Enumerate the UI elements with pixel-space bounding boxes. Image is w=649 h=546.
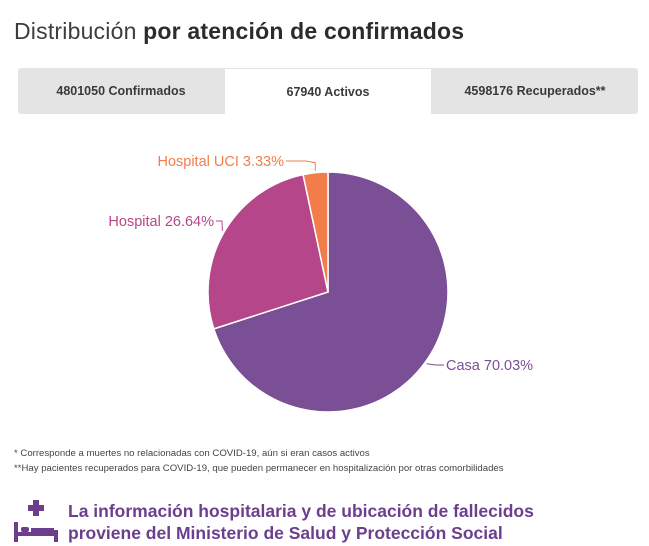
leader-line-hospital-uci xyxy=(286,160,316,171)
footer-line-1: La información hospitalaria y de ubicaci… xyxy=(68,501,534,521)
title-regular: Distribución xyxy=(14,18,137,44)
leader-line-casa xyxy=(426,363,444,366)
footnote-2: **Hay pacientes recuperados para COVID-1… xyxy=(14,463,504,474)
footer-text: La información hospitalaria y de ubicaci… xyxy=(68,500,534,544)
title-bold: por atención de confirmados xyxy=(143,18,465,44)
pie-chart: Casa 70.03% Hospital 26.64% Hospital UCI 3… xyxy=(108,154,533,413)
footnote-1: * Corresponde a muertes no relacionadas … xyxy=(14,448,370,459)
footer-line-2: proviene del Ministerio de Salud y Prote… xyxy=(68,523,503,543)
tab-confirmados[interactable]: 4801050 Confirmados xyxy=(56,84,186,98)
footer: La información hospitalaria y de ubicaci… xyxy=(12,500,642,544)
tab-activos[interactable]: 67940 Activos xyxy=(224,68,432,114)
pie-label-hospital: Hospital 26.64% xyxy=(108,214,214,230)
pie-label-hospital-uci: Hospital UCI 3.33% xyxy=(157,154,284,170)
chart-panel: Casa 70.03% Hospital 26.64% Hospital UCI 3… xyxy=(18,114,638,454)
tab-bar: 4801050 Confirmados 67940 Activos 459817… xyxy=(18,68,638,114)
page-title: Distribución por atención de confirmados xyxy=(14,18,464,45)
pie-slice-hospital[interactable] xyxy=(207,173,329,330)
leader-line-hospital xyxy=(216,220,223,231)
pie-slice-casa[interactable] xyxy=(212,171,449,413)
pie-slice-hospital-uci[interactable] xyxy=(302,171,329,293)
tab-recuperados[interactable]: 4598176 Recuperados** xyxy=(464,84,606,98)
hospital-bed-icon xyxy=(14,500,58,542)
pie-label-casa: Casa 70.03% xyxy=(446,358,533,374)
